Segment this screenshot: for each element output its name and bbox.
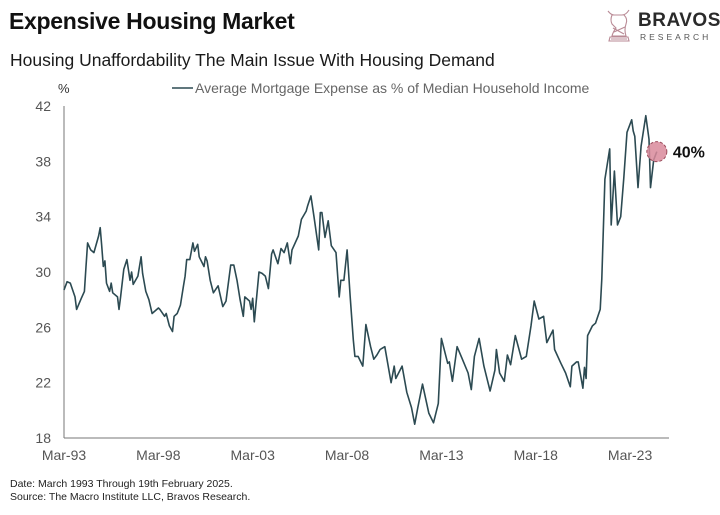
x-tick-label: Mar-13 [419,447,464,463]
x-tick-label: Mar-93 [42,447,87,463]
source-note: Source: The Macro Institute LLC, Bravos … [10,491,251,503]
y-tick-label: 38 [35,153,51,169]
x-tick-label: Mar-98 [136,447,181,463]
date-note: Date: March 1993 Through 19th February 2… [10,478,233,490]
logo-subtitle: RESEARCH [640,32,712,42]
latest-value-label: 40% [673,145,705,162]
latest-value-marker [646,141,668,163]
x-tick-label: Mar-18 [514,447,559,463]
y-tick-label: 18 [35,430,51,446]
legend: Average Mortgage Expense as % of Median … [172,80,590,96]
y-tick-label: 34 [35,209,51,225]
logo-name: BRAVOS [638,10,720,31]
x-tick-label: Mar-03 [231,447,276,463]
bull-chess-knight-icon [607,9,630,42]
series-line [63,114,658,425]
x-tick-label: Mar-08 [325,447,370,463]
line-chart: % Average Mortgage Expense as % of Media… [35,80,705,463]
x-tick-label: Mar-23 [608,447,653,463]
legend-label: Average Mortgage Expense as % of Median … [195,80,590,96]
chart-title: Expensive Housing Market [9,8,295,34]
y-tick-label: 26 [35,319,51,335]
chart-subtitle: Housing Unaffordability The Main Issue W… [10,50,495,70]
bravos-logo: BRAVOS RESEARCH [600,6,720,46]
y-axis-unit-label: % [58,81,70,96]
y-tick-label: 30 [35,264,51,280]
y-tick-label: 22 [35,375,51,391]
y-tick-label: 42 [35,98,51,114]
